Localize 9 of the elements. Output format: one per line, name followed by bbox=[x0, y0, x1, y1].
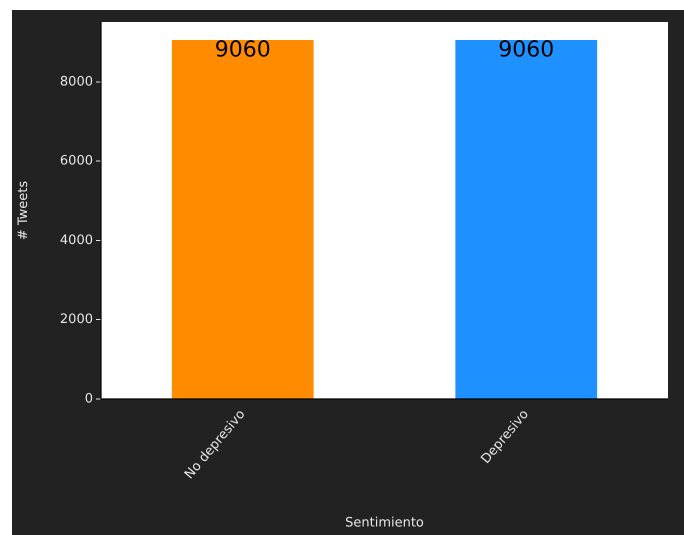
data-label: 9060 bbox=[214, 38, 271, 63]
y-axis-title: # Tweets bbox=[16, 180, 32, 240]
data-label: 9060 bbox=[498, 38, 554, 63]
y-tick-label: 4000 bbox=[60, 232, 93, 248]
x-axis-title: Sentimiento bbox=[345, 516, 424, 531]
y-tick-label: 2000 bbox=[60, 312, 93, 328]
y-tick-label: 0 bbox=[84, 391, 93, 406]
y-tick-label: 6000 bbox=[60, 154, 93, 169]
y-tick-label: 8000 bbox=[60, 74, 93, 90]
